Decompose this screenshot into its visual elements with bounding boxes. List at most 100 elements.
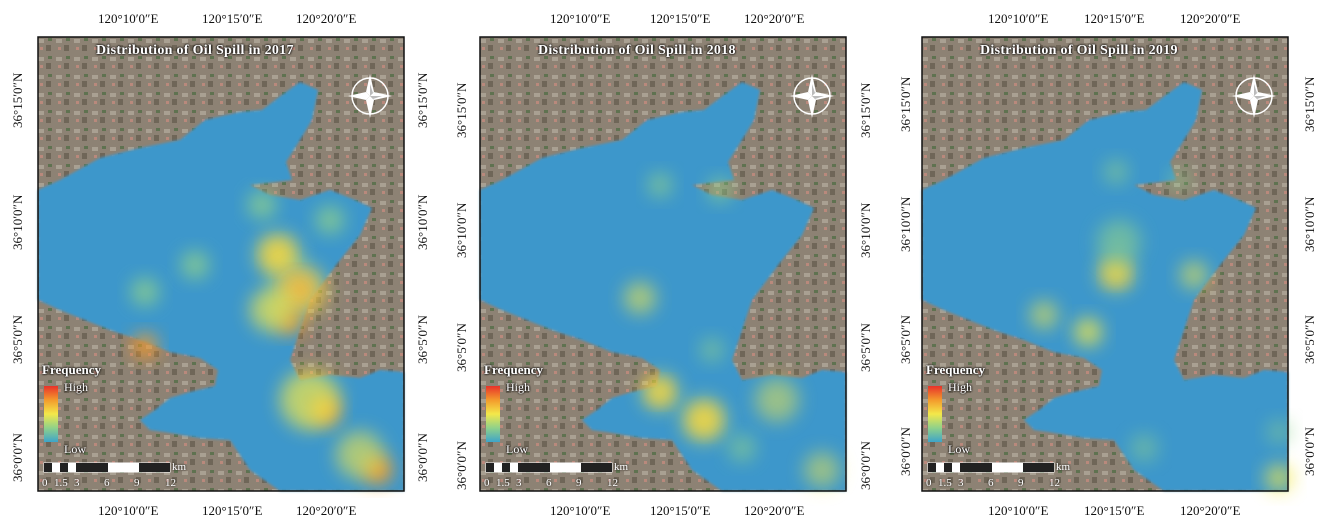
legend-high-label: High [506, 380, 530, 394]
map-panel-2017: Distribution of Oil Spill in 2017 120°10… [0, 0, 444, 524]
compass-rose-icon [348, 74, 392, 118]
hotspot [1180, 261, 1208, 289]
legend-color-ramp [44, 386, 58, 442]
hotspot [1265, 464, 1293, 492]
hotspot [755, 378, 799, 422]
tick-label: 36°5′0″N [415, 315, 430, 364]
tick-label: 120°15′0″E [1084, 503, 1145, 518]
tick-label: 36°10′0″N [858, 202, 873, 258]
hotspot [250, 288, 294, 332]
legend-title: Frequency [926, 362, 985, 377]
hotspot [648, 173, 672, 197]
tick-label: 120°10′0″E [550, 11, 611, 26]
legend-title: Frequency [42, 362, 101, 377]
scale-bar [927, 462, 1055, 473]
legend-color-ramp [486, 386, 500, 442]
hotspot [131, 278, 159, 306]
hotspot [624, 282, 656, 314]
hotspot [1098, 255, 1134, 291]
map-border [921, 36, 1289, 492]
hotspot [336, 431, 384, 479]
bay-water [480, 82, 846, 491]
tick-label: 36°15′0″N [415, 72, 430, 128]
hotspot [133, 334, 157, 358]
tick-label: 36°5′0″N [454, 323, 469, 372]
tick-label: 36°0′0″N [415, 433, 430, 482]
oil-spill-hotspots [1030, 160, 1293, 492]
scale-label: 0 [484, 477, 490, 489]
tick-label: 36°0′0″N [898, 427, 913, 476]
hotspot [1130, 434, 1158, 462]
tick-label: 120°15′0″E [202, 503, 263, 518]
map-border [479, 36, 847, 492]
tick-label: 120°20′0″E [744, 503, 805, 518]
oil-spill-hotspots [131, 191, 392, 484]
tick-label: 36°15′0″N [1302, 76, 1317, 132]
compass-rose-icon [1232, 74, 1276, 118]
scale-label: 0 [926, 477, 932, 489]
hotspot [728, 434, 756, 462]
tick-label: 36°5′0″N [1302, 315, 1317, 364]
legend-low-label: Low [948, 442, 970, 456]
tick-label: 36°10′0″N [898, 196, 913, 252]
hotspot [280, 370, 340, 430]
legend-color-ramp [928, 386, 942, 442]
map-panel-2019: Distribution of Oil Spill in 2019 120°10… [884, 0, 1328, 524]
scale-label: 1.5 [496, 477, 510, 489]
tick-label: 120°10′0″E [98, 11, 159, 26]
legend-title: Frequency [484, 362, 543, 377]
scale-bar [485, 462, 613, 473]
map-title: Distribution of Oil Spill in 2019 [980, 43, 1178, 58]
tick-label: 120°20′0″E [744, 11, 805, 26]
scale-label: 12 [165, 477, 176, 489]
legend-low-label: Low [64, 442, 86, 456]
tick-label: 120°15′0″E [650, 11, 711, 26]
tick-label: 36°10′0″N [415, 194, 430, 250]
legend-high-label: High [64, 380, 88, 394]
scale-label: 1.5 [938, 477, 952, 489]
hotspot [804, 452, 840, 488]
hotspot [1097, 220, 1141, 264]
map-frame [37, 36, 405, 492]
oil-spill-hotspots [624, 173, 840, 488]
tick-label: 120°10′0″E [988, 11, 1049, 26]
tick-label: 36°0′0″N [454, 441, 469, 490]
tick-label: 120°15′0″E [650, 503, 711, 518]
map-border [37, 36, 405, 492]
hotspot [642, 374, 678, 410]
hotspot [1169, 170, 1189, 190]
map-frame [479, 36, 847, 492]
hotspot [682, 398, 726, 442]
hotspot [316, 206, 344, 234]
tick-label: 120°20′0″E [296, 503, 357, 518]
tick-label: 36°10′0″N [1302, 196, 1317, 252]
tick-label: 120°15′0″E [1084, 11, 1145, 26]
legend-low-label: Low [506, 442, 528, 456]
tick-label: 36°5′0″N [858, 323, 873, 372]
scale-label: 3 [74, 477, 80, 489]
scale-label: 1.5 [54, 477, 68, 489]
scale-label: 12 [607, 477, 618, 489]
hotspot [700, 338, 724, 362]
scale-label: 6 [104, 477, 110, 489]
hotspot [1104, 160, 1128, 184]
compass-rose-icon [790, 74, 834, 118]
map-panel-2018: Distribution of Oil Spill in 2018 120°10… [442, 0, 886, 524]
tick-label: 120°15′0″E [202, 11, 263, 26]
map-frame [921, 36, 1293, 492]
tick-label: 36°15′0″N [898, 76, 913, 132]
tick-label: 36°5′0″N [898, 315, 913, 364]
map-title: Distribution of Oil Spill in 2018 [538, 43, 736, 58]
hotspot [248, 191, 276, 219]
tick-label: 120°10′0″E [988, 503, 1049, 518]
scale-unit: km [1056, 461, 1071, 473]
hotspot [708, 178, 732, 202]
tick-label: 120°10′0″E [550, 503, 611, 518]
scale-label: 9 [134, 477, 140, 489]
tick-label: 36°10′0″N [454, 202, 469, 258]
tick-label: 120°20′0″E [1180, 503, 1241, 518]
scale-label: 3 [516, 477, 522, 489]
scale-label: 0 [42, 477, 48, 489]
tick-label: 36°15′0″N [10, 72, 25, 128]
tick-label: 36°0′0″N [858, 441, 873, 490]
